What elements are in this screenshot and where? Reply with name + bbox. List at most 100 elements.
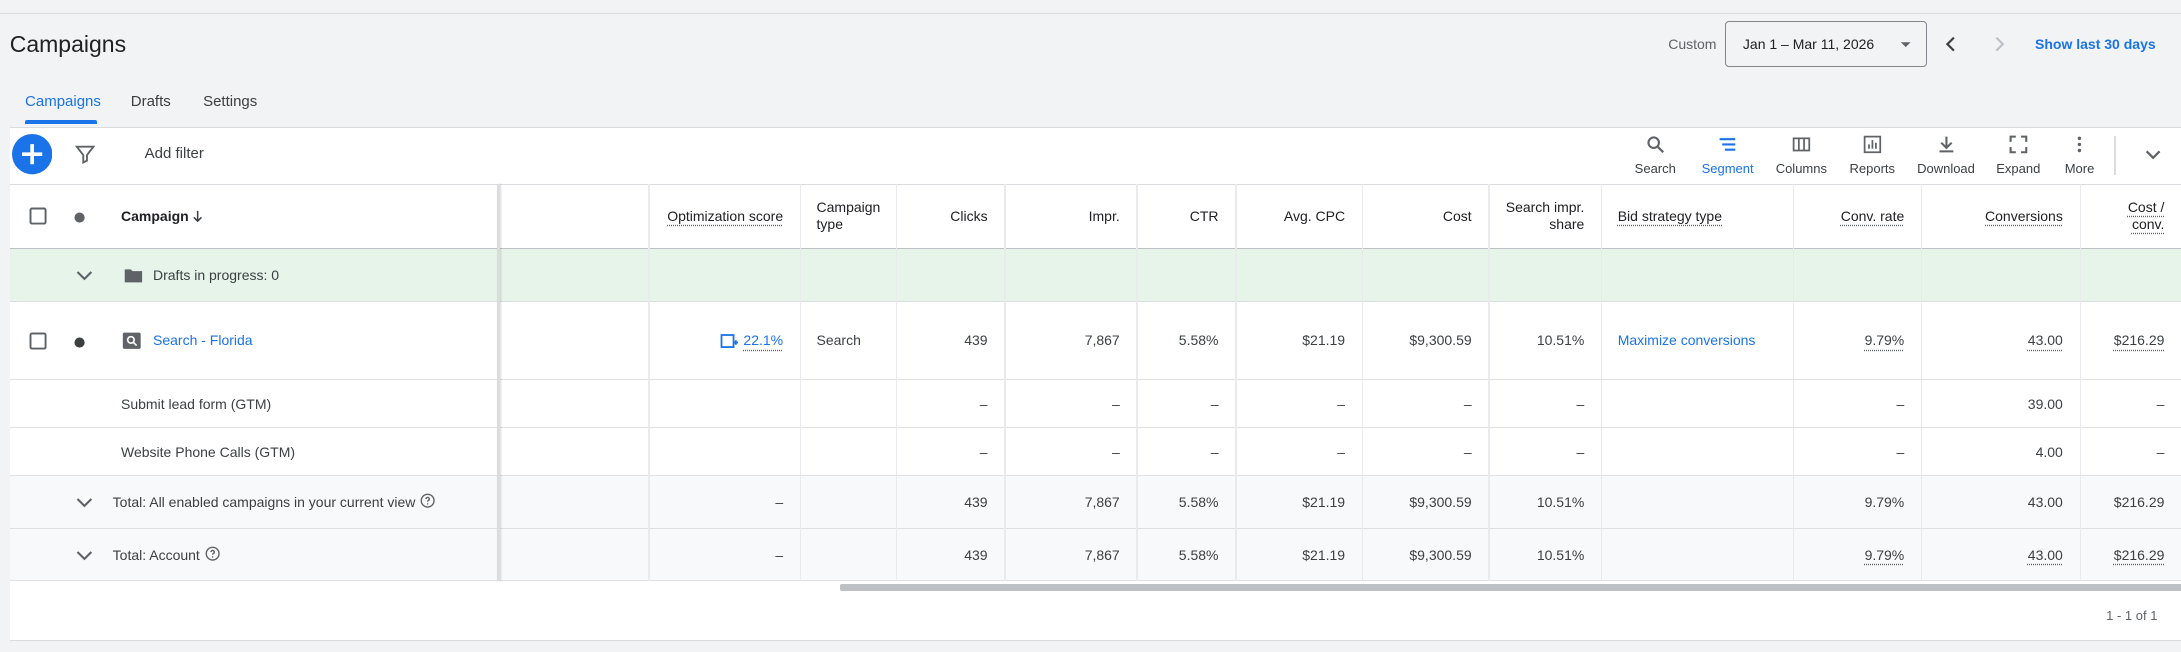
status-dot-glyph [74, 337, 85, 348]
table-cell: 43.00 [2027, 332, 2063, 349]
table-cell: 5.58% [1178, 546, 1219, 563]
campaign-name: Submit lead form (GTM) [121, 395, 272, 412]
date-picker[interactable] [1724, 20, 1927, 67]
active-tab-indicator [25, 120, 98, 124]
help-icon [205, 546, 220, 561]
toolbar-label[interactable]: More [2064, 160, 2095, 176]
date-dropdown-arrow[interactable] [1896, 35, 1915, 54]
table-cell: 43.00 [2027, 493, 2063, 510]
tab[interactable]: Settings [203, 92, 258, 110]
table-header-top-border [9, 183, 2181, 185]
optimization-icon [720, 332, 738, 350]
table-cell: 7,867 [1084, 493, 1120, 510]
search-campaign-icon [122, 331, 142, 350]
row-checkbox[interactable] [29, 332, 47, 350]
column-header[interactable]: Cost [1442, 207, 1472, 224]
column-header[interactable]: Conv. rate [1840, 207, 1905, 224]
toolbar-divider [2114, 136, 2116, 176]
column-header[interactable]: Clicks [950, 207, 988, 224]
total-expand-glyph [77, 497, 93, 508]
select-all-checkbox[interactable] [29, 207, 47, 225]
save-button[interactable]: Save [2073, 0, 2156, 11]
column-header[interactable]: CTR [1189, 207, 1219, 224]
table-cell: 439 [964, 546, 988, 563]
table-cell: 9.79% [1864, 493, 1905, 510]
column-separator [1235, 183, 1237, 582]
create-button[interactable] [11, 134, 53, 175]
toolbar-icon[interactable] [2069, 134, 2090, 155]
sort-arrow-glyph [193, 211, 202, 223]
page-title: Campaigns [9, 30, 127, 57]
column-header[interactable]: Conversions [1985, 207, 2063, 224]
toolbar-icon[interactable] [2008, 134, 2029, 155]
table-cell: 10.51% [1536, 546, 1585, 563]
toolbar-label[interactable]: Segment [1701, 160, 1754, 176]
create-button-glyph [11, 134, 53, 175]
column-header[interactable]: Campaign type [816, 198, 881, 233]
help-icon-glyph [205, 546, 220, 561]
table-cell: – [1463, 395, 1472, 412]
toolbar-icon[interactable] [1862, 134, 1883, 155]
tab[interactable]: Campaigns [25, 92, 101, 110]
table-cell: – [1896, 443, 1905, 460]
table-row-background [9, 475, 2181, 529]
column-header[interactable]: Bid strategy type [1617, 207, 1722, 224]
total-expand-glyph [77, 550, 93, 560]
toolbar-label[interactable]: Search [1634, 160, 1676, 176]
column-header[interactable]: Cost / conv. [2127, 198, 2165, 233]
collapse-toolbar[interactable] [2142, 143, 2164, 165]
previous-period-glyph [1946, 37, 1956, 52]
table-cell[interactable]: 22.1% [743, 332, 784, 349]
table-cell: – [1463, 443, 1472, 460]
column-separator [1920, 183, 1923, 582]
toolbar-icon[interactable] [1645, 134, 1666, 155]
column-separator [1792, 183, 1795, 582]
toolbar-icon[interactable] [1717, 134, 1738, 155]
table-cell: – [775, 546, 784, 563]
table-cell[interactable]: Maximize conversions [1617, 332, 1756, 349]
filter-icon[interactable] [74, 143, 96, 165]
table-cell: – [1210, 395, 1219, 412]
help-icon-glyph [420, 493, 435, 508]
date-range[interactable]: Jan 1 – Mar 11, 2026 [1742, 36, 1875, 53]
campaign-name: Total: Account [112, 546, 200, 563]
toolbar-label[interactable]: Download [1917, 160, 1975, 176]
frozen-column-divider [496, 183, 501, 582]
table-row-background [9, 528, 2181, 582]
column-header[interactable]: Impr. [1088, 207, 1120, 224]
drafts-expand[interactable] [74, 265, 95, 286]
toolbar-label[interactable]: Expand [1996, 160, 2041, 176]
add-filter[interactable]: Add filter [144, 145, 204, 163]
table-cell: 39.00 [2027, 395, 2063, 412]
tab[interactable]: Drafts [130, 92, 171, 110]
date-label: Custom [1668, 36, 1717, 53]
total-expand[interactable] [74, 492, 95, 513]
next-period[interactable] [1988, 33, 2010, 55]
next-period-glyph [1995, 37, 2005, 52]
toolbar-label[interactable]: Columns [1775, 160, 1827, 176]
column-header[interactable]: Optimization score [667, 207, 784, 224]
toolbar-icon[interactable] [1791, 134, 1812, 155]
status-header-dot-glyph [74, 212, 85, 223]
previous-period[interactable] [1940, 33, 1962, 55]
column-separator [799, 183, 802, 582]
table-cell: 7,867 [1084, 546, 1120, 563]
collapse-toolbar-glyph [2145, 150, 2161, 160]
campaign-name[interactable]: Search - Florida [153, 332, 253, 349]
table-row-background [9, 379, 2181, 429]
column-header[interactable]: Search impr. share [1505, 198, 1585, 233]
toolbar-icon[interactable] [1936, 134, 1957, 155]
table-row-background [9, 428, 2181, 476]
column-header[interactable]: Avg. CPC [1283, 207, 1346, 224]
horizontal-scrollbar[interactable] [840, 584, 2181, 592]
column-header[interactable]: Campaign [121, 207, 189, 224]
toolbar-label[interactable]: Reports [1849, 160, 1896, 176]
panel-bottom-border [9, 639, 2181, 642]
show-last-30-days[interactable]: Show last 30 days [2035, 36, 2156, 53]
filter-icon-glyph [74, 146, 96, 165]
total-expand[interactable] [74, 545, 95, 566]
search-campaign-icon-glyph [123, 332, 142, 349]
select-all-checkbox-glyph [29, 207, 47, 225]
table-row-background [9, 301, 2181, 380]
